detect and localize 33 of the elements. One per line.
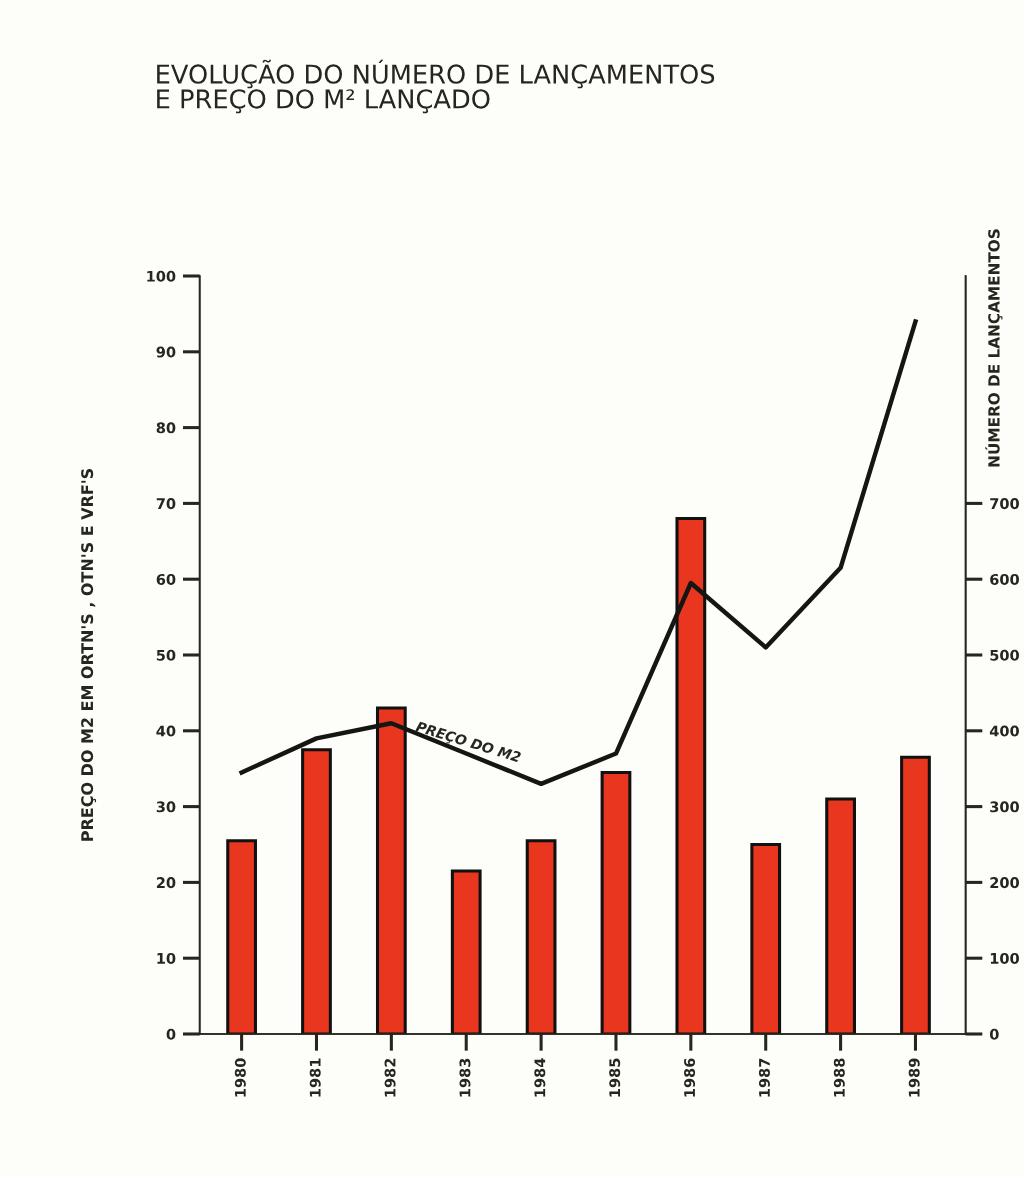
y-tick-label: 0 [166, 1028, 176, 1040]
y-tick-label: 20 [156, 877, 176, 889]
y2-axis-title: NÚMERO DE LANÇAMENTOS [985, 229, 1003, 467]
x-tick-label: 1982 [384, 1058, 396, 1097]
x-tick-label: 1987 [758, 1058, 770, 1097]
y2-tick-label: 100 [990, 952, 1019, 964]
y-tick-label: 40 [156, 725, 176, 737]
y-tick-label: 90 [156, 346, 176, 358]
y-tick-label: 70 [156, 498, 176, 510]
chart-title: EVOLUÇÃO DO NÚMERO DE LANÇAMENTOS E PREÇO DO M² LANÇADO [157, 59, 715, 114]
y2-tick-label: 200 [990, 877, 1019, 889]
x-tick-label: 1983 [459, 1058, 471, 1097]
x-tick-label: 1989 [908, 1058, 920, 1097]
x-tick-label: 1986 [684, 1058, 696, 1097]
x-tick-label: 1988 [833, 1058, 845, 1097]
x-tick-label: 1985 [609, 1058, 621, 1097]
y-tick-label: 80 [156, 422, 176, 434]
y2-tick-label: 700 [990, 498, 1019, 510]
y2-tick-label: 400 [989, 725, 1019, 737]
y-axis-title: PREÇO DO M2 EM ORTN'S , OTN'S E VRF'S [81, 469, 97, 841]
x-tick-label: 1984 [534, 1058, 546, 1097]
y-tick-label: 50 [156, 649, 176, 661]
y-tick-label: 30 [156, 801, 176, 813]
y2-tick-label: 300 [990, 801, 1019, 813]
y-tick-label: 10 [157, 952, 176, 964]
x-tick-label: 1981 [309, 1058, 321, 1097]
y-tick-label: 100 [147, 270, 176, 282]
x-tick-label: 1980 [234, 1058, 246, 1097]
y2-tick-label: 600 [990, 573, 1019, 585]
y2-tick-label: 0 [989, 1028, 999, 1040]
y-tick-label: 60 [156, 573, 176, 585]
annotation: PREÇO DO M2 [414, 720, 522, 765]
y2-tick-label: 500 [990, 649, 1019, 661]
